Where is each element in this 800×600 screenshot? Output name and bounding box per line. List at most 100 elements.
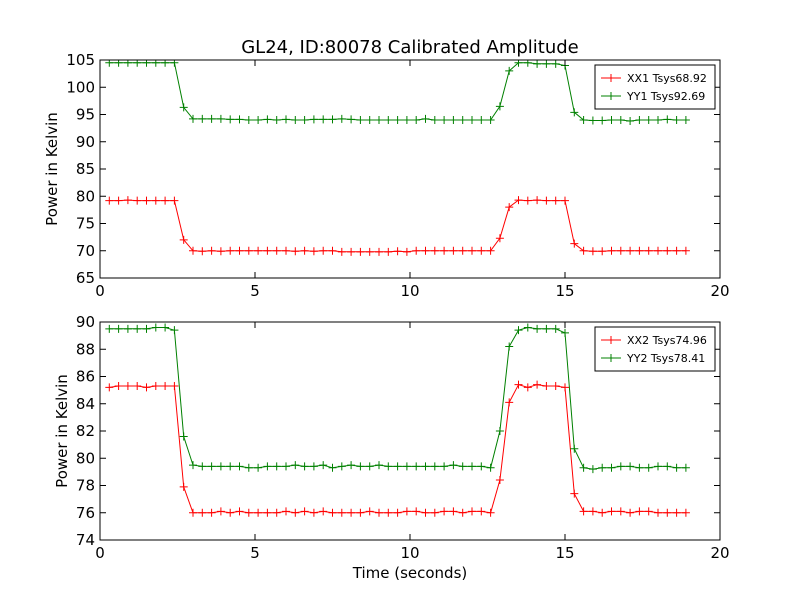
data-point bbox=[495, 427, 504, 435]
data-point bbox=[412, 246, 421, 255]
data-point bbox=[607, 115, 616, 124]
data-point bbox=[542, 60, 551, 68]
data-point bbox=[551, 60, 560, 68]
data-point bbox=[309, 115, 318, 124]
data-point bbox=[347, 461, 356, 470]
data-point bbox=[570, 239, 579, 248]
data-point bbox=[468, 462, 476, 471]
legend-marker bbox=[607, 336, 615, 344]
data-point bbox=[654, 246, 662, 255]
data-point bbox=[189, 461, 197, 470]
data-point bbox=[654, 462, 662, 471]
data-point bbox=[309, 247, 318, 256]
data-point bbox=[579, 507, 588, 516]
data-point bbox=[263, 246, 272, 255]
data-point bbox=[505, 342, 514, 351]
data-point bbox=[458, 508, 467, 517]
data-point bbox=[412, 507, 421, 516]
data-point bbox=[384, 462, 393, 471]
data-point bbox=[226, 508, 235, 517]
data-point bbox=[533, 380, 542, 389]
data-point bbox=[449, 115, 458, 124]
data-point bbox=[170, 326, 179, 335]
data-point bbox=[626, 117, 635, 126]
x-tick-label: 0 bbox=[95, 282, 105, 300]
data-point bbox=[588, 465, 597, 474]
data-point bbox=[533, 324, 542, 333]
data-point bbox=[486, 115, 495, 124]
data-point bbox=[505, 203, 514, 212]
legend-label: XX1 Tsys68.92 bbox=[627, 72, 707, 85]
data-point bbox=[216, 247, 225, 256]
data-point bbox=[505, 66, 514, 75]
legend: XX1 Tsys68.92 YY1 Tsys92.69 bbox=[594, 64, 716, 110]
data-point bbox=[570, 108, 579, 117]
data-point bbox=[105, 324, 114, 333]
data-point bbox=[263, 462, 272, 471]
data-point bbox=[319, 115, 328, 124]
data-point bbox=[254, 508, 263, 517]
data-point bbox=[663, 246, 672, 255]
data-point bbox=[347, 115, 356, 124]
data-point bbox=[356, 115, 365, 124]
data-point bbox=[170, 382, 179, 391]
data-point bbox=[542, 196, 551, 205]
legend-label: XX2 Tsys74.96 bbox=[627, 334, 707, 347]
data-point bbox=[616, 246, 625, 255]
data-point bbox=[588, 116, 597, 125]
data-point bbox=[319, 246, 328, 255]
data-point bbox=[291, 461, 300, 470]
data-point bbox=[365, 462, 374, 471]
data-point bbox=[216, 114, 225, 123]
data-point bbox=[375, 508, 383, 517]
data-point bbox=[365, 115, 374, 124]
y-tick-label: 80 bbox=[76, 187, 95, 205]
data-point bbox=[514, 326, 523, 335]
data-point bbox=[161, 323, 170, 332]
data-point bbox=[402, 247, 411, 256]
plot-area bbox=[105, 60, 690, 256]
data-point bbox=[133, 324, 142, 333]
data-point bbox=[151, 323, 160, 332]
data-point bbox=[161, 382, 170, 391]
x-tick-label: 0 bbox=[95, 544, 105, 562]
data-point bbox=[179, 482, 188, 491]
data-point bbox=[551, 382, 560, 391]
data-point bbox=[198, 114, 207, 123]
data-point bbox=[672, 246, 681, 255]
data-point bbox=[644, 507, 653, 516]
data-point bbox=[384, 115, 393, 124]
data-point bbox=[179, 103, 188, 112]
data-point bbox=[309, 508, 318, 517]
series-line-0 bbox=[109, 199, 686, 253]
x-axis-label: Time (seconds) bbox=[352, 564, 468, 582]
y-axis-label: Power in Kelvin bbox=[53, 374, 71, 488]
data-point bbox=[588, 247, 597, 256]
data-point bbox=[356, 247, 365, 256]
data-point bbox=[291, 115, 300, 124]
data-point bbox=[626, 246, 635, 255]
data-point bbox=[551, 196, 560, 205]
data-point bbox=[375, 247, 383, 256]
data-point bbox=[644, 463, 653, 472]
legend-label: YY1 Tsys92.69 bbox=[626, 90, 705, 103]
data-point bbox=[226, 246, 235, 255]
data-point bbox=[114, 196, 123, 205]
data-point bbox=[244, 463, 253, 472]
data-point bbox=[393, 462, 402, 471]
data-point bbox=[579, 115, 588, 124]
legend-marker bbox=[607, 354, 615, 362]
data-point bbox=[226, 462, 235, 471]
data-point bbox=[644, 246, 653, 255]
data-point bbox=[468, 507, 476, 516]
data-point bbox=[421, 508, 430, 517]
data-point bbox=[570, 444, 579, 453]
data-point bbox=[328, 463, 337, 472]
data-point bbox=[663, 508, 672, 517]
data-point bbox=[300, 246, 309, 255]
data-point bbox=[486, 463, 495, 472]
data-point bbox=[337, 247, 346, 256]
y-tick-label: 86 bbox=[76, 368, 95, 386]
data-point bbox=[291, 508, 300, 517]
data-point bbox=[375, 461, 383, 470]
